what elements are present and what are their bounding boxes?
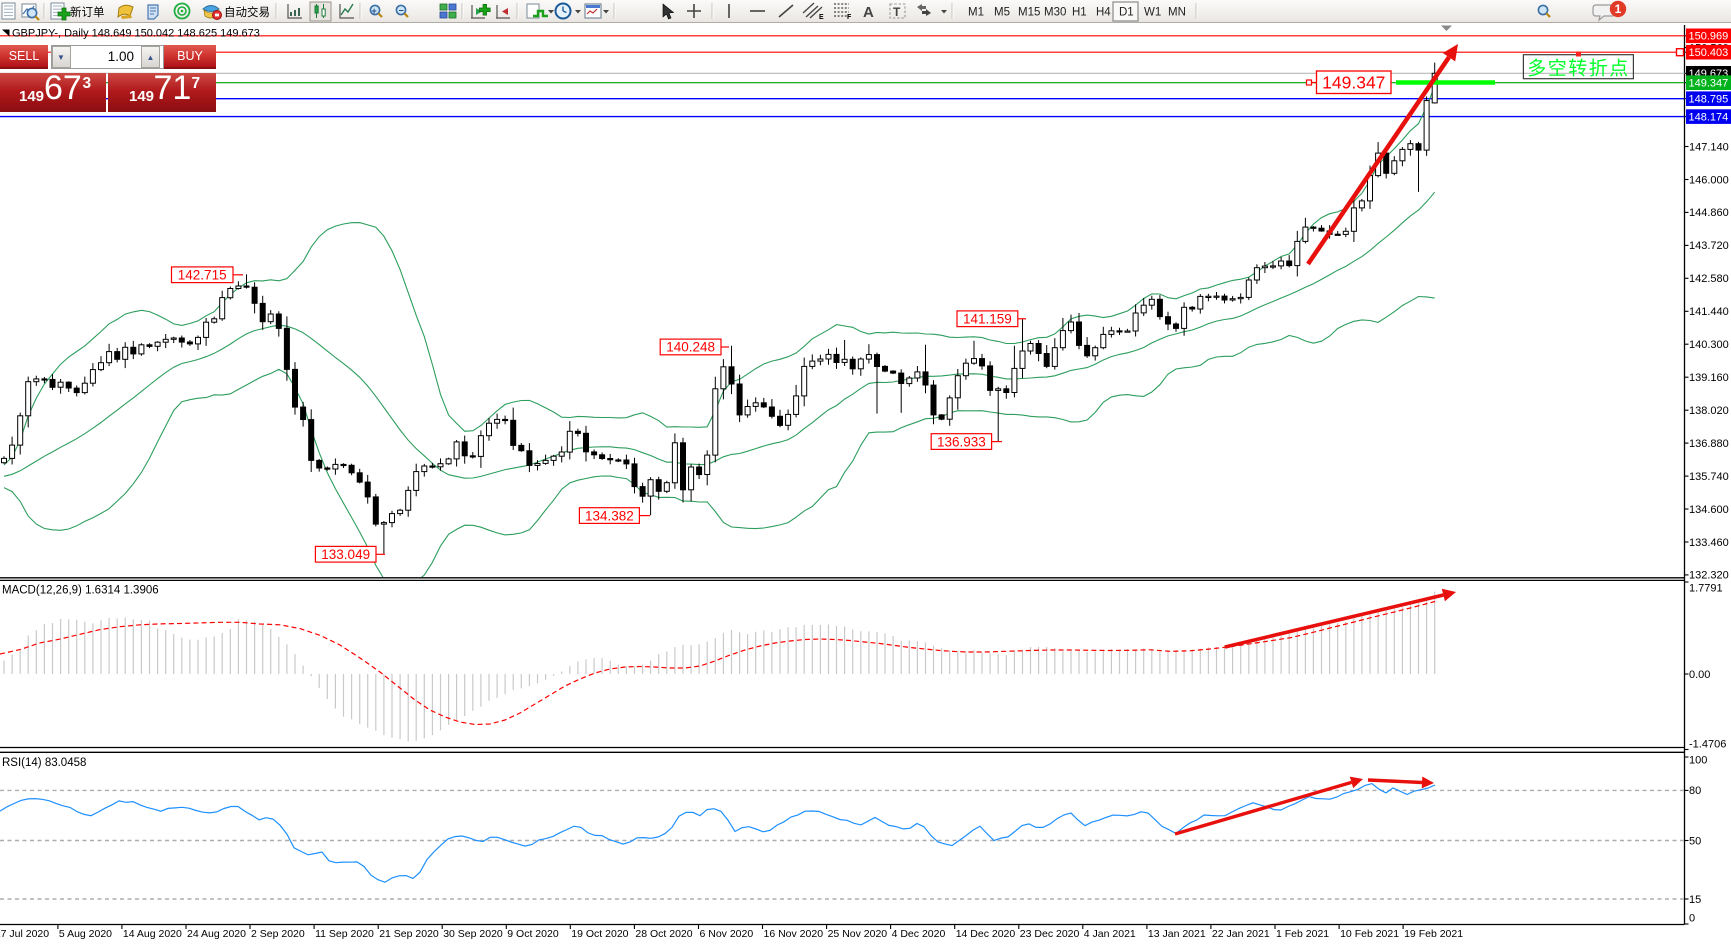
svg-text:21 Sep 2020: 21 Sep 2020 (379, 928, 439, 940)
svg-text:22 Jan 2021: 22 Jan 2021 (1212, 928, 1270, 940)
svg-text:4 Dec 2020: 4 Dec 2020 (892, 928, 946, 940)
svg-text:T: T (893, 5, 901, 19)
svg-text:D1: D1 (1119, 7, 1134, 19)
svg-text:147.140: 147.140 (1689, 141, 1729, 153)
svg-text:6 Nov 2020: 6 Nov 2020 (700, 928, 754, 940)
svg-text:144.860: 144.860 (1689, 207, 1729, 219)
svg-text:14 Aug 2020: 14 Aug 2020 (123, 928, 182, 940)
svg-text:50: 50 (1689, 835, 1701, 847)
svg-text:1: 1 (1615, 2, 1622, 16)
svg-text:135.740: 135.740 (1689, 471, 1729, 483)
svg-text:142.580: 142.580 (1689, 273, 1729, 285)
svg-text:F: F (847, 14, 852, 21)
svg-text:142.715: 142.715 (178, 268, 227, 283)
svg-text:141.440: 141.440 (1689, 306, 1729, 318)
svg-text:1.7791: 1.7791 (1689, 583, 1723, 595)
svg-text:-1.4706: -1.4706 (1689, 739, 1726, 751)
svg-text:149.347: 149.347 (1322, 73, 1385, 93)
svg-text:多空转折点: 多空转折点 (1527, 57, 1630, 79)
svg-text:132.320: 132.320 (1689, 570, 1729, 582)
svg-text:M15: M15 (1018, 7, 1040, 19)
svg-text:M30: M30 (1044, 7, 1066, 19)
svg-text:140.300: 140.300 (1689, 339, 1729, 351)
svg-text:W1: W1 (1144, 7, 1161, 19)
svg-text:M1: M1 (968, 7, 984, 19)
svg-text:149.347: 149.347 (1689, 78, 1729, 90)
svg-text:MN: MN (1168, 7, 1186, 19)
svg-text:150.403: 150.403 (1689, 47, 1729, 59)
svg-text:25 Nov 2020: 25 Nov 2020 (828, 928, 888, 940)
svg-text:136.880: 136.880 (1689, 438, 1729, 450)
svg-text:11 Sep 2020: 11 Sep 2020 (315, 928, 374, 940)
svg-text:28 Oct 2020: 28 Oct 2020 (635, 928, 692, 940)
svg-text:自动交易: 自动交易 (224, 5, 270, 19)
svg-text:136.933: 136.933 (937, 434, 986, 449)
svg-text:134.600: 134.600 (1689, 504, 1729, 516)
svg-text:150.969: 150.969 (1689, 31, 1729, 43)
svg-text:0: 0 (1689, 913, 1695, 925)
svg-text:133.460: 133.460 (1689, 537, 1729, 549)
svg-text:19 Feb 2021: 19 Feb 2021 (1404, 928, 1463, 940)
svg-text:1 Feb 2021: 1 Feb 2021 (1276, 928, 1329, 940)
svg-text:148.795: 148.795 (1689, 94, 1729, 106)
svg-text:新订单: 新订单 (70, 5, 105, 19)
svg-text:GBPJPY-, Daily 148.649 150.04: GBPJPY-, Daily 148.649 150.042 148.625 1… (12, 28, 260, 40)
svg-text:148.174: 148.174 (1689, 112, 1729, 124)
svg-text:4 Jan 2021: 4 Jan 2021 (1084, 928, 1136, 940)
svg-text:146.000: 146.000 (1689, 174, 1729, 186)
svg-text:9 Oct 2020: 9 Oct 2020 (507, 928, 559, 940)
svg-text:14 Dec 2020: 14 Dec 2020 (956, 928, 1016, 940)
svg-text:M5: M5 (994, 7, 1010, 19)
svg-text:133.049: 133.049 (321, 547, 370, 562)
svg-text:80: 80 (1689, 785, 1701, 797)
svg-text:10 Feb 2021: 10 Feb 2021 (1340, 928, 1399, 940)
svg-text:−: − (399, 6, 404, 16)
svg-text:MACD(12,26,9) 1.6314 1.3906: MACD(12,26,9) 1.6314 1.3906 (2, 585, 159, 597)
svg-text:2 Sep 2020: 2 Sep 2020 (251, 928, 305, 940)
svg-text:5 Aug 2020: 5 Aug 2020 (59, 928, 112, 940)
svg-text:140.248: 140.248 (666, 340, 715, 355)
svg-text:15: 15 (1689, 894, 1701, 906)
svg-text:30 Sep 2020: 30 Sep 2020 (443, 928, 503, 940)
svg-text:13 Jan 2021: 13 Jan 2021 (1148, 928, 1206, 940)
svg-text:143.720: 143.720 (1689, 240, 1729, 252)
svg-text:141.159: 141.159 (963, 312, 1012, 327)
svg-text:+: + (372, 6, 377, 16)
svg-text:27 Jul 2020: 27 Jul 2020 (0, 928, 49, 940)
svg-text:RSI(14) 83.0458: RSI(14) 83.0458 (2, 757, 86, 769)
svg-text:A: A (863, 4, 874, 21)
svg-text:16 Nov 2020: 16 Nov 2020 (764, 928, 824, 940)
svg-text:23 Dec 2020: 23 Dec 2020 (1020, 928, 1080, 940)
svg-text:19 Oct 2020: 19 Oct 2020 (571, 928, 628, 940)
svg-text:134.382: 134.382 (585, 508, 634, 523)
svg-text:139.160: 139.160 (1689, 372, 1729, 384)
svg-text:H1: H1 (1072, 7, 1087, 19)
svg-text:E: E (819, 14, 824, 21)
svg-text:138.020: 138.020 (1689, 405, 1729, 417)
svg-text:H4: H4 (1096, 7, 1111, 19)
svg-text:0.00: 0.00 (1689, 669, 1710, 681)
svg-text:24 Aug 2020: 24 Aug 2020 (187, 928, 246, 940)
svg-text:100: 100 (1689, 755, 1707, 767)
